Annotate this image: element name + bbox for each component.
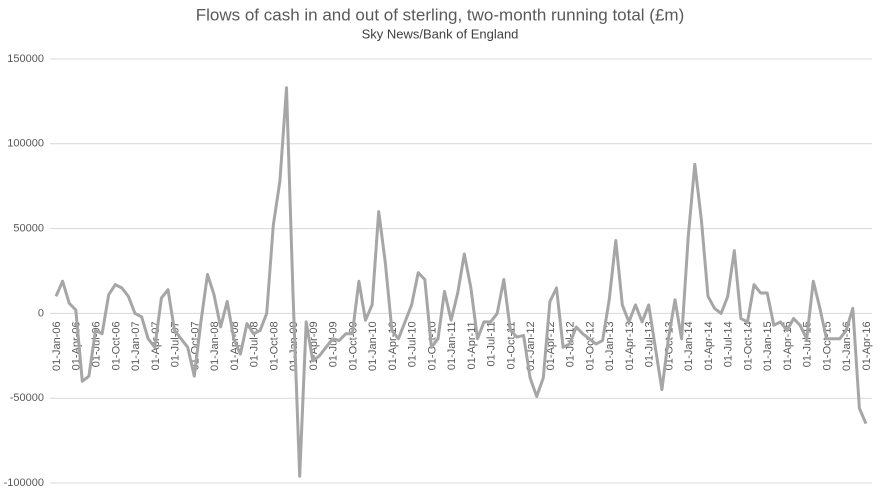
y-tick-label: 100000	[7, 138, 44, 150]
x-tick-label: 01-Jan-14	[683, 321, 695, 371]
x-tick-label: 01-Jan-10	[367, 321, 379, 371]
x-tick-label: 01-Jul-07	[170, 321, 182, 367]
x-tick-label: 01-Jan-13	[604, 321, 616, 371]
x-tick-label: 01-Jul-14	[723, 321, 735, 367]
y-tick-label: 50000	[13, 223, 44, 235]
y-tick-label: -50000	[10, 392, 44, 404]
y-tick-label: 0	[38, 307, 44, 319]
x-tick-label: 01-Jul-09	[328, 321, 340, 367]
x-tick-label: 01-Apr-16	[861, 321, 873, 370]
chart-subtitle: Sky News/Bank of England	[362, 26, 519, 41]
x-tick-label: 01-Jul-11	[486, 321, 498, 366]
y-tick-label: 150000	[7, 53, 44, 65]
x-tick-label: 01-Jan-11	[446, 321, 458, 370]
x-tick-label: 01-Oct-14	[742, 321, 754, 370]
x-tick-label: 01-Apr-14	[703, 321, 715, 370]
x-tick-label: 01-Jan-07	[130, 321, 142, 371]
x-tick-label: 01-Jan-08	[209, 321, 221, 371]
x-tick-label: 01-Apr-15	[782, 321, 794, 370]
x-tick-label: 01-Jan-06	[51, 321, 63, 371]
x-tick-label: 01-Jul-10	[407, 321, 419, 367]
x-tick-label: 01-Apr-13	[624, 321, 636, 370]
x-tick-label: 01-Oct-06	[110, 321, 122, 370]
x-tick-label: 01-Oct-08	[268, 321, 280, 370]
x-tick-label: 01-Apr-11	[466, 321, 478, 369]
chart-title: Flows of cash in and out of sterling, tw…	[196, 5, 685, 24]
data-line	[54, 86, 868, 478]
x-tick-label: 01-Oct-12	[584, 321, 596, 370]
y-tick-label: -100000	[4, 477, 44, 489]
x-tick-label: 01-Jan-15	[762, 321, 774, 371]
